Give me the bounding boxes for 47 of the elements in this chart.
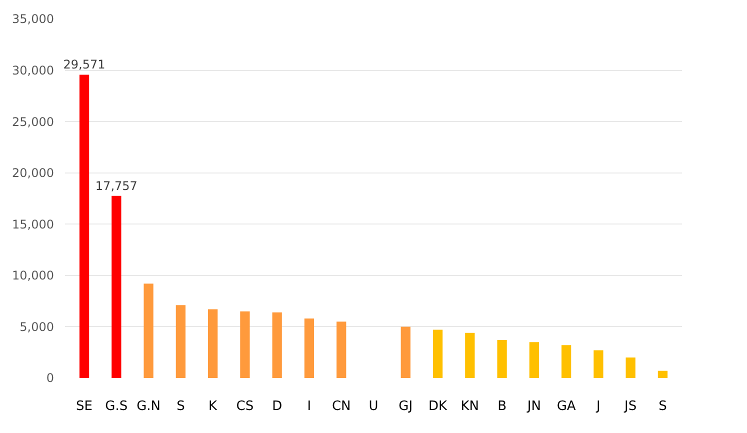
- data-label: 17,757: [95, 178, 138, 193]
- x-tick-label: D: [272, 399, 282, 414]
- bar: [432, 330, 443, 378]
- x-tick-label: CS: [236, 399, 254, 414]
- x-tick-label: G.N: [136, 399, 161, 414]
- x-tick-label: CN: [332, 399, 351, 414]
- y-tick-label: 20,000: [12, 166, 54, 180]
- bar: [79, 74, 90, 378]
- x-tick-label: S: [176, 399, 185, 414]
- bar: [594, 350, 604, 378]
- bar: [144, 284, 154, 378]
- bar: [336, 322, 346, 378]
- bar: [272, 312, 282, 378]
- bar: [529, 342, 539, 378]
- x-tick-label: G.S: [105, 399, 128, 414]
- bar: [112, 196, 122, 378]
- x-tick-label: J: [596, 399, 600, 414]
- y-tick-label: 25,000: [12, 114, 54, 129]
- bar: [626, 357, 636, 378]
- bar: [304, 318, 314, 378]
- x-tick-label: GA: [556, 399, 576, 414]
- x-tick-label: I: [307, 399, 312, 414]
- x-tick-label: SE: [76, 399, 93, 414]
- bar: [400, 326, 410, 378]
- data-label: 29,571: [63, 58, 106, 72]
- x-tick-label: KN: [460, 399, 480, 414]
- y-tick-label: 10,000: [12, 268, 54, 283]
- bar: [465, 332, 475, 378]
- bar: [561, 345, 572, 378]
- y-tick-label: 0: [46, 371, 54, 386]
- y-tick-label: 5,000: [20, 320, 54, 334]
- y-tick-label: 35,000: [12, 12, 54, 26]
- x-tick-label: U: [368, 399, 378, 414]
- y-tick-label: 30,000: [12, 63, 54, 78]
- x-tick-label: GJ: [398, 399, 413, 414]
- bar: [208, 309, 218, 378]
- bar: [240, 311, 250, 378]
- x-tick-label: S: [658, 399, 667, 414]
- x-tick-label: B: [498, 399, 506, 414]
- x-tick-label: DK: [428, 399, 448, 414]
- x-tick-label: K: [208, 399, 218, 414]
- bar: [658, 370, 668, 378]
- bar: [497, 340, 507, 378]
- x-tick-label: JS: [624, 399, 637, 414]
- x-tick-label: JN: [526, 399, 541, 414]
- y-tick-label: 15,000: [12, 217, 54, 232]
- bar: [176, 305, 186, 378]
